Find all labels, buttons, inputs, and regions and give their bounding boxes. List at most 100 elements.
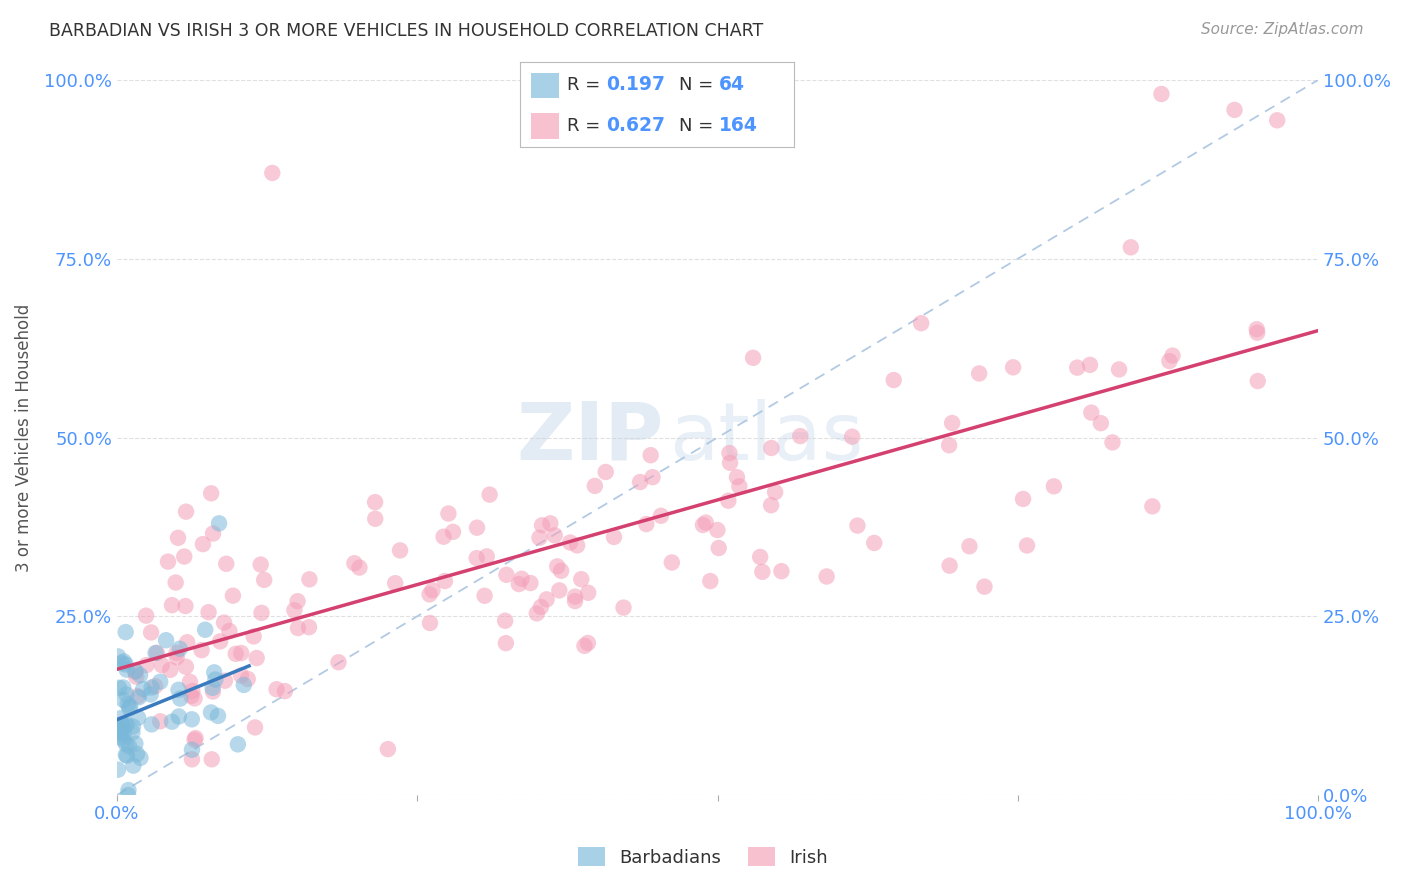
Point [544, 528, 567, 542]
Point [167, 682, 190, 697]
Point [179, 674, 201, 689]
Point [122, 758, 145, 772]
Point [190, 643, 212, 657]
Point [173, 549, 195, 564]
Point [145, 646, 167, 660]
Point [201, 752, 224, 766]
Point [441, 524, 464, 539]
Point [183, 691, 205, 706]
Point [135, 658, 157, 673]
Legend: Barbadians, Irish: Barbadians, Irish [571, 840, 835, 874]
Point [603, 530, 626, 544]
Point [941, 416, 963, 430]
Point [565, 538, 588, 552]
Point [583, 479, 606, 493]
Point [249, 558, 271, 572]
Point [120, 699, 142, 714]
Point [111, 718, 134, 732]
Point [183, 732, 205, 747]
Point [129, 751, 152, 765]
Point [1150, 87, 1173, 101]
Point [1247, 374, 1270, 388]
Point [231, 646, 253, 660]
Point [124, 737, 146, 751]
Text: 0.627: 0.627 [606, 116, 665, 135]
Point [495, 636, 517, 650]
Point [377, 742, 399, 756]
Point [1090, 416, 1112, 430]
Point [108, 681, 131, 695]
Point [841, 430, 863, 444]
Point [364, 495, 387, 509]
Text: R =: R = [567, 117, 606, 135]
Point [706, 523, 728, 537]
Point [1015, 539, 1038, 553]
Point [419, 615, 441, 630]
Point [531, 518, 554, 533]
Point [510, 572, 533, 586]
Point [728, 479, 751, 493]
Point [181, 684, 204, 698]
Point [114, 625, 136, 640]
Point [422, 583, 444, 598]
Y-axis label: 3 or more Vehicles in Household: 3 or more Vehicles in Household [15, 303, 32, 572]
Point [208, 516, 231, 531]
Point [973, 580, 995, 594]
Point [202, 665, 225, 680]
Point [1080, 406, 1102, 420]
Point [789, 429, 811, 443]
Point [751, 565, 773, 579]
Point [1223, 103, 1246, 117]
Point [111, 717, 134, 731]
Point [742, 351, 765, 365]
Point [222, 589, 245, 603]
FancyBboxPatch shape [531, 72, 558, 98]
Point [166, 650, 188, 665]
Point [529, 531, 551, 545]
Point [169, 691, 191, 706]
Point [1246, 322, 1268, 336]
Point [364, 512, 387, 526]
Point [1159, 354, 1181, 368]
Point [478, 487, 501, 501]
Point [226, 737, 249, 751]
Point [650, 508, 672, 523]
Point [156, 555, 179, 569]
Point [938, 558, 960, 573]
Point [117, 697, 139, 711]
Point [692, 518, 714, 533]
Point [910, 316, 932, 330]
Point [287, 594, 309, 608]
Point [117, 783, 139, 797]
Point [181, 752, 204, 766]
Point [118, 701, 141, 715]
Point [159, 663, 181, 677]
Point [959, 539, 981, 553]
Point [1002, 360, 1025, 375]
Point [174, 599, 197, 613]
Point [184, 731, 207, 745]
Point [763, 485, 786, 500]
Point [110, 711, 132, 725]
Point [389, 543, 412, 558]
Point [283, 603, 305, 617]
Text: 0.197: 0.197 [606, 76, 665, 95]
Point [149, 714, 172, 729]
Point [707, 541, 730, 555]
Point [298, 572, 321, 586]
Point [576, 586, 599, 600]
Point [174, 659, 197, 673]
Point [761, 441, 783, 455]
Point [207, 709, 229, 723]
Point [349, 560, 371, 574]
Point [384, 576, 406, 591]
Point [214, 673, 236, 688]
Point [938, 438, 960, 452]
Point [125, 670, 148, 684]
Point [118, 739, 141, 754]
Point [474, 589, 496, 603]
Point [1078, 358, 1101, 372]
Point [115, 688, 138, 702]
Point [274, 684, 297, 698]
Point [595, 465, 617, 479]
